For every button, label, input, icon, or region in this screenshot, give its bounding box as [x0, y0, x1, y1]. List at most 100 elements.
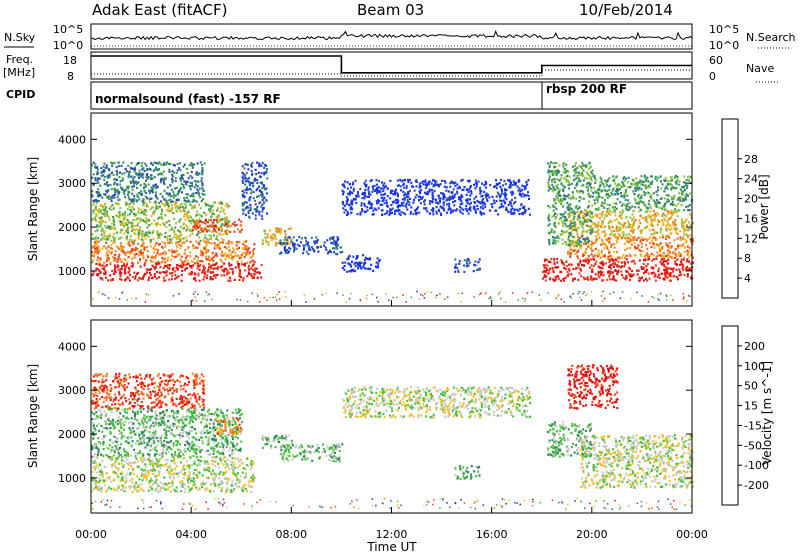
- power-echo-cell: [363, 197, 366, 200]
- power-echo-cell: [155, 254, 157, 257]
- power-echo-cell: [652, 232, 655, 235]
- power-echo-cell: [372, 213, 375, 216]
- power-echo-cell: [170, 188, 173, 191]
- power-echo-cell: [160, 252, 163, 255]
- power-echo-cell: [635, 269, 638, 272]
- power-echo-cell: [346, 187, 349, 190]
- power-echo-cell: [591, 169, 594, 172]
- power-echo-cell: [527, 179, 530, 182]
- power-echo-cell: [639, 249, 642, 252]
- power-echo-cell: [243, 194, 246, 197]
- power-echo-cell: [129, 202, 132, 205]
- power-echo-cell: [603, 214, 606, 217]
- power-echo-cell: [362, 265, 365, 268]
- power-echo-cell: [667, 218, 670, 221]
- power-echo-cell: [129, 208, 132, 211]
- power-echo-cell: [682, 221, 685, 224]
- power-echo-cell: [117, 199, 120, 202]
- power-echo-cell: [219, 258, 222, 261]
- power-echo-cell: [689, 234, 692, 237]
- power-echo-cell: [98, 194, 101, 198]
- power-echo-cell: [128, 244, 131, 247]
- power-echo-cell: [659, 261, 662, 264]
- power-echo-cell: [663, 190, 666, 193]
- power-echo-cell: [684, 196, 687, 199]
- power-echo-cell: [92, 203, 95, 206]
- power-echo-cell: [567, 170, 570, 173]
- power-echo-cell: [518, 187, 521, 190]
- power-echo-cell: [182, 222, 185, 225]
- nave-tick-top: 60: [709, 54, 723, 67]
- power-echo-cell: [606, 203, 609, 206]
- power-echo-cell: [627, 273, 630, 276]
- power-echo-cell: [562, 277, 565, 281]
- power-echo-cell: [573, 244, 576, 247]
- power-echo-cell: [220, 265, 223, 268]
- power-echo-cell: [646, 221, 649, 224]
- power-echo-cell: [653, 275, 656, 278]
- power-echo-cell: [230, 257, 233, 260]
- power-echo-cell: [628, 186, 631, 189]
- power-echo-cell: [548, 178, 551, 181]
- power-echo-cell: [244, 183, 247, 186]
- power-echo-cell: [140, 249, 142, 252]
- power-echo-cell: [152, 237, 155, 240]
- power-echo-cell: [514, 183, 517, 186]
- power-echo-cell: [663, 217, 666, 220]
- power-echo-cell: [632, 180, 635, 183]
- power-echo-cell: [224, 230, 227, 233]
- power-echo-cell: [577, 235, 580, 239]
- power-echo-cell: [682, 235, 685, 238]
- power-echo-cell: [641, 201, 644, 204]
- power-echo-cell: [121, 177, 124, 180]
- power-echo-cell: [578, 237, 581, 240]
- power-echo-cell: [203, 240, 206, 243]
- power-echo-cell: [512, 211, 515, 214]
- power-echo-cell: [569, 255, 572, 258]
- power-echo-cell: [100, 233, 103, 236]
- power-echo-cell: [670, 209, 673, 212]
- power-echo-cell: [148, 224, 151, 227]
- power-echo-cell: [238, 269, 241, 272]
- power-echo-cell: [347, 257, 350, 260]
- power-echo-cell: [386, 195, 389, 198]
- power-echo-cell: [634, 187, 637, 190]
- power-echo-cell: [598, 253, 601, 256]
- power-echo-cell: [130, 210, 133, 213]
- power-echo-cell: [240, 260, 243, 263]
- power-echo-cell: [113, 241, 116, 244]
- power-echo-cell: [332, 237, 335, 240]
- power-echo-cell: [615, 175, 618, 178]
- power-echo-cell: [435, 210, 438, 213]
- power-echo-cell: [227, 279, 230, 282]
- power-echo-cell: [238, 257, 241, 260]
- power-echo-cell: [670, 212, 673, 215]
- power-echo-cell: [617, 269, 620, 272]
- power-echo-cell: [486, 199, 489, 202]
- power-echo-cell: [308, 248, 310, 251]
- power-echo-cell: [238, 278, 241, 281]
- power-echo-cell: [613, 207, 616, 210]
- power-echo-cell: [159, 205, 161, 208]
- power-echo-cell: [143, 262, 146, 265]
- power-echo-cell: [587, 257, 590, 260]
- power-echo-cell: [548, 164, 551, 167]
- power-echo-cell: [615, 207, 618, 210]
- power-echo-cell: [147, 279, 150, 282]
- power-echo-cell: [644, 219, 647, 222]
- power-echo-cell: [198, 268, 201, 271]
- power-echo-cell: [620, 204, 623, 207]
- power-echo-cell: [400, 211, 403, 214]
- power-echo-cell: [243, 167, 246, 170]
- power-echo-cell: [663, 255, 665, 258]
- power-echo-cell: [513, 202, 515, 205]
- power-echo-cell: [571, 191, 574, 194]
- power-echo-cell: [521, 206, 524, 209]
- power-echo-cell: [688, 260, 691, 263]
- power-echo-cell: [336, 242, 339, 245]
- power-echo-cell: [402, 201, 405, 204]
- power-echo-cell: [346, 258, 349, 261]
- power-echo-cell: [152, 184, 155, 187]
- power-echo-cell: [137, 162, 140, 165]
- power-echo-cell: [547, 217, 550, 220]
